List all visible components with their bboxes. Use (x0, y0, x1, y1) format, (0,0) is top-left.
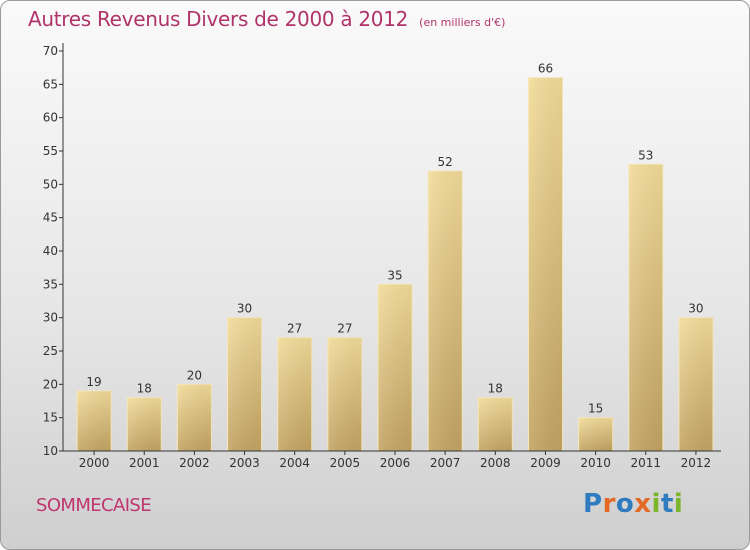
y-tick-label: 35 (43, 277, 58, 291)
bar-shade (327, 337, 362, 451)
x-tick-label: 2007 (430, 456, 461, 470)
y-tick-label: 45 (43, 211, 58, 225)
data-label: 15 (588, 402, 603, 416)
data-label: 66 (538, 62, 553, 76)
bar-shade (77, 391, 112, 451)
y-tick-label: 70 (43, 44, 58, 58)
x-tick-label: 2009 (530, 456, 561, 470)
proxiti-logo: Proxiti (583, 489, 684, 519)
bar-shade (678, 317, 713, 451)
data-label: 30 (237, 302, 252, 316)
data-label: 27 (337, 322, 352, 336)
data-label: 53 (638, 148, 653, 162)
x-tick-label: 2003 (229, 456, 260, 470)
x-tick-label: 2008 (480, 456, 511, 470)
bar-shade (127, 397, 162, 451)
y-tick-label: 15 (43, 411, 58, 425)
data-label: 18 (488, 382, 503, 396)
x-tick-label: 2005 (330, 456, 361, 470)
bars: 19 18 20 30 27 27 35 52 18 66 15 53 30 (76, 62, 714, 452)
x-tick-label: 2001 (129, 456, 160, 470)
y-tick-label: 10 (43, 444, 58, 458)
data-label: 27 (287, 322, 302, 336)
bar-shade (578, 417, 613, 451)
chart-title-main: Autres Revenus Divers de 2000 à 2012 (28, 7, 409, 31)
data-label: 35 (387, 268, 402, 282)
y-tick-label: 20 (43, 377, 58, 391)
chart-title: Autres Revenus Divers de 2000 à 2012 (en… (28, 7, 505, 31)
x-tick-label: 2010 (580, 456, 611, 470)
x-tick-label: 2012 (681, 456, 712, 470)
bar-shade (478, 397, 513, 451)
x-tick-label: 2004 (279, 456, 310, 470)
y-tick-label: 65 (43, 77, 58, 91)
y-tick-label: 30 (43, 311, 58, 325)
data-label: 19 (86, 375, 101, 389)
x-tick-label: 2011 (630, 456, 661, 470)
x-axis: 2000 2001 2002 2003 2004 2005 2006 2007 2008 2009… (63, 450, 721, 470)
bar-shade (428, 171, 463, 451)
bar-shade (227, 317, 262, 451)
data-label: 20 (187, 368, 202, 382)
bar-shade (628, 164, 663, 452)
y-tick-label: 40 (43, 244, 58, 258)
y-axis: 10 15 20 25 30 35 40 45 50 55 60 65 70 (43, 43, 64, 458)
data-label: 52 (438, 155, 453, 169)
y-tick-label: 60 (43, 111, 58, 125)
y-tick-label: 25 (43, 344, 58, 358)
y-tick-label: 55 (43, 144, 58, 158)
x-tick-label: 2006 (380, 456, 411, 470)
x-tick-label: 2000 (79, 456, 110, 470)
bar-shade (378, 284, 412, 451)
chart-title-unit: (en milliers d'€) (419, 16, 506, 29)
bar-shade (528, 77, 563, 452)
bar-shade (177, 384, 212, 451)
bar-shade (277, 337, 312, 451)
y-tick-label: 50 (43, 177, 58, 191)
data-label: 18 (137, 382, 152, 396)
data-label: 30 (688, 302, 703, 316)
place-name: SOMMECAISE (36, 495, 152, 516)
x-tick-label: 2002 (179, 456, 210, 470)
